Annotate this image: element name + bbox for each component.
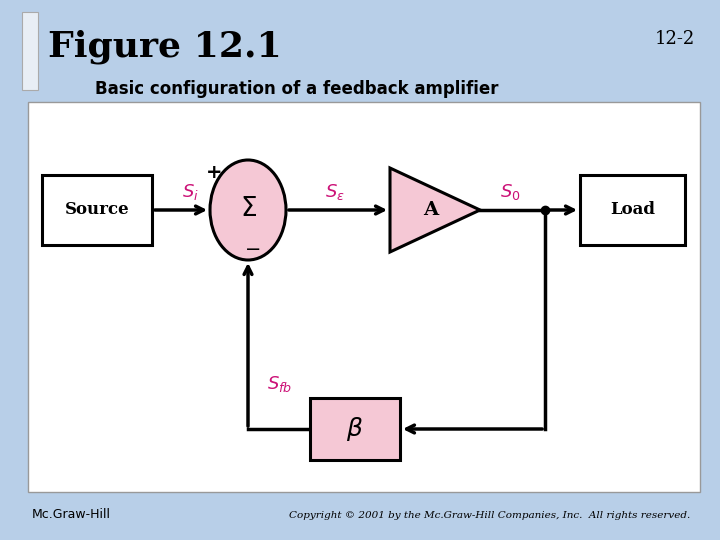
Bar bbox=[580, 175, 685, 245]
Text: $S_{fb}$: $S_{fb}$ bbox=[267, 374, 292, 394]
Bar bbox=[28, 102, 700, 492]
Text: $S_\varepsilon$: $S_\varepsilon$ bbox=[325, 182, 345, 202]
Text: Load: Load bbox=[610, 201, 655, 219]
Text: A: A bbox=[423, 201, 438, 219]
Text: Source: Source bbox=[65, 201, 130, 219]
Polygon shape bbox=[390, 168, 480, 252]
Text: +: + bbox=[206, 163, 222, 181]
Text: $S_i$: $S_i$ bbox=[181, 182, 199, 202]
Text: 12-2: 12-2 bbox=[654, 30, 695, 48]
Text: Mc.Graw-Hill: Mc.Graw-Hill bbox=[32, 509, 111, 522]
Bar bbox=[22, 12, 38, 90]
Bar bbox=[310, 398, 400, 460]
Text: $\Sigma$: $\Sigma$ bbox=[240, 195, 256, 220]
Ellipse shape bbox=[210, 160, 286, 260]
Text: Basic configuration of a feedback amplifier: Basic configuration of a feedback amplif… bbox=[95, 80, 498, 98]
Text: Figure 12.1: Figure 12.1 bbox=[48, 30, 282, 64]
Text: $-$: $-$ bbox=[244, 239, 260, 258]
Text: Copyright © 2001 by the Mc.Graw-Hill Companies, Inc.  All rights reserved.: Copyright © 2001 by the Mc.Graw-Hill Com… bbox=[289, 510, 690, 519]
Text: $\beta$: $\beta$ bbox=[346, 415, 364, 443]
Text: $S_0$: $S_0$ bbox=[500, 182, 521, 202]
Bar bbox=[42, 175, 152, 245]
